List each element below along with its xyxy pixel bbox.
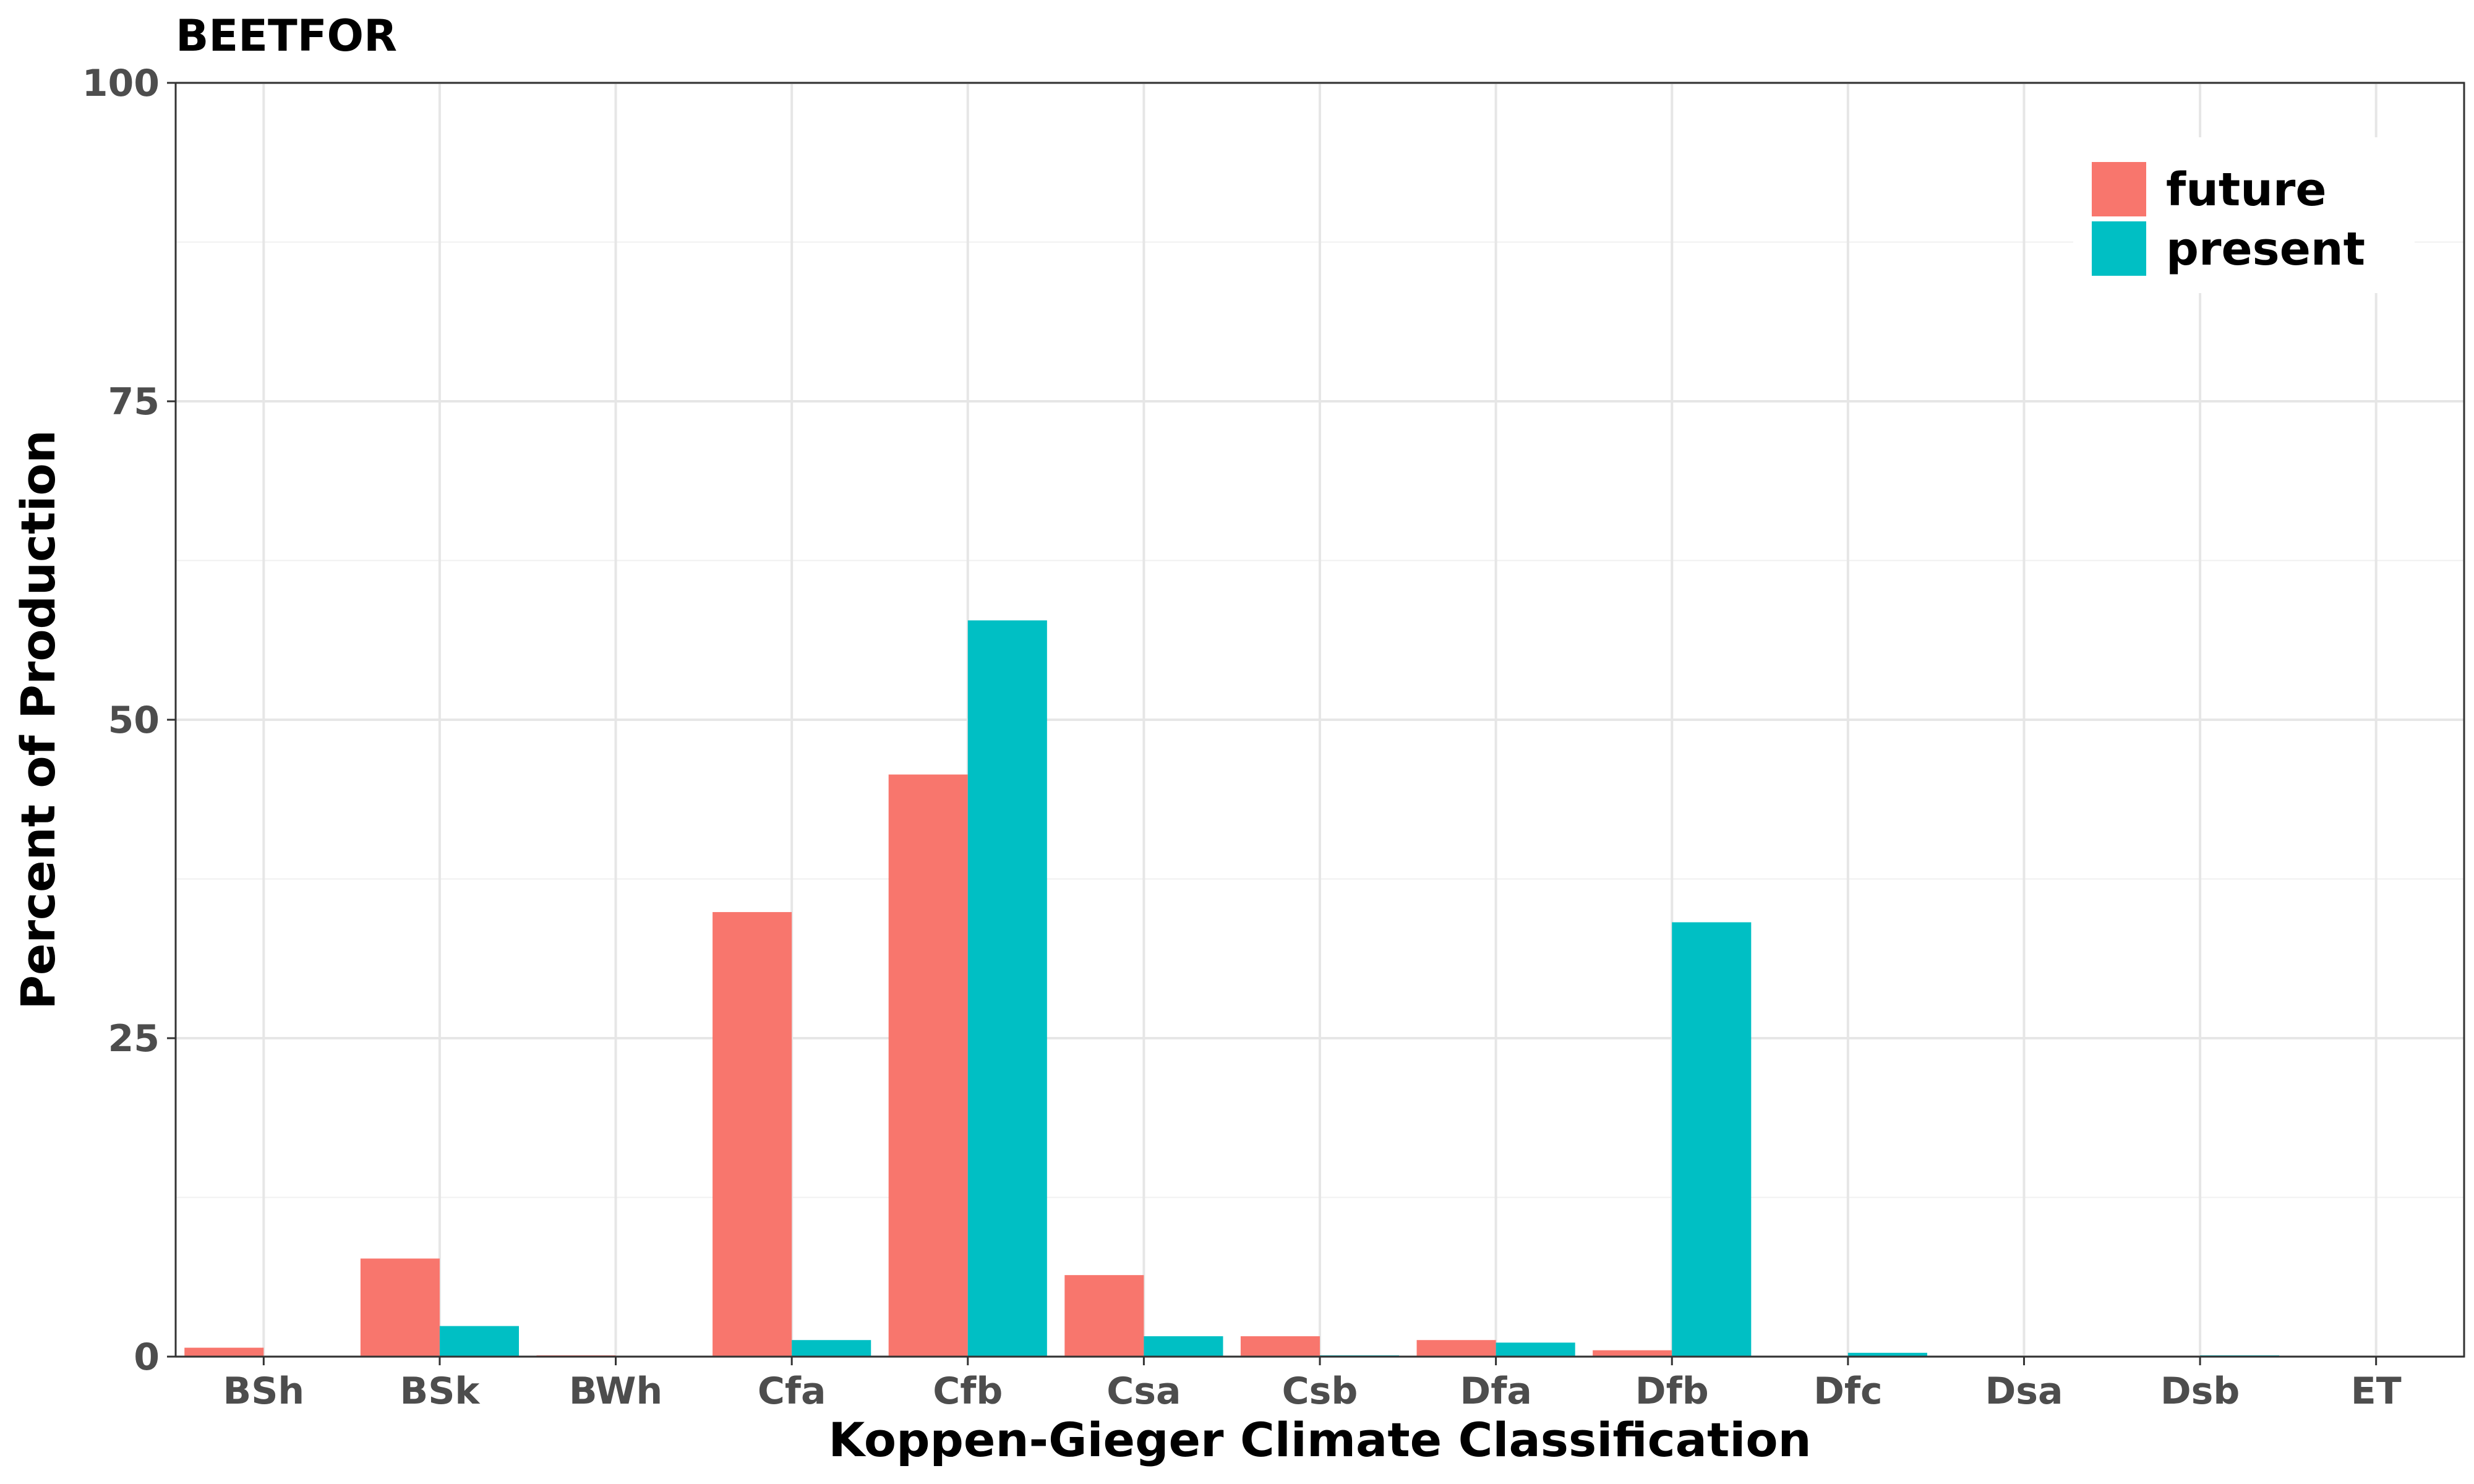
bar-future-bsk	[360, 1258, 440, 1357]
x-tick-label-bsk: BSk	[400, 1370, 481, 1413]
chart-title: BEETFOR	[176, 11, 397, 61]
bar-future-csb	[1240, 1336, 1320, 1357]
x-tick-label-dsb: Dsb	[2160, 1370, 2240, 1413]
x-axis: BSh BSk BWh Cfa Cfb Csa Csb Dfa Dfb Dfc Dsa Dsb ET	[223, 1357, 2402, 1413]
x-tick-label-et: ET	[2351, 1370, 2402, 1413]
bar-present-cfb	[967, 620, 1047, 1357]
bar-present-bsk	[439, 1326, 519, 1357]
x-tick-label-csa: Csa	[1106, 1370, 1181, 1413]
bar-present-dfb	[1672, 922, 1752, 1357]
x-tick-label-csb: Csb	[1282, 1370, 1358, 1413]
bar-future-cfa	[713, 912, 792, 1357]
x-tick-label-bsh: BSh	[223, 1370, 304, 1413]
y-tick-label: 75	[108, 380, 160, 424]
bar-present-cfa	[792, 1340, 871, 1357]
y-tick-label: 100	[82, 62, 160, 105]
x-tick-label-dfb: Dfb	[1635, 1370, 1709, 1413]
bar-present-dfc	[1847, 1352, 1927, 1357]
y-tick-label: 25	[108, 1017, 160, 1060]
x-axis-title: Koppen-Gieger Climate Classification	[828, 1412, 1811, 1467]
bar-present-csa	[1144, 1336, 1223, 1357]
y-axis: 0 25 50 75 100	[82, 62, 176, 1379]
bar-future-dfa	[1416, 1340, 1496, 1357]
bar-future-csa	[1064, 1275, 1144, 1357]
x-tick-label-cfb: Cfb	[933, 1370, 1003, 1413]
y-axis-title: Percent of Production	[11, 430, 66, 1010]
legend-key-future	[2092, 162, 2146, 216]
legend: future present	[2073, 137, 2415, 293]
x-tick-label-cfa: Cfa	[758, 1370, 826, 1413]
x-tick-label-dsa: Dsa	[1985, 1370, 2063, 1413]
y-tick-label: 50	[108, 699, 160, 742]
x-tick-label-dfc: Dfc	[1813, 1370, 1882, 1413]
bar-future-bsh	[184, 1347, 264, 1357]
x-tick-label-bwh: BWh	[569, 1370, 662, 1413]
bars	[184, 620, 2280, 1357]
bar-future-dfb	[1593, 1350, 1672, 1357]
legend-label-future: future	[2166, 163, 2327, 216]
y-tick-label: 0	[134, 1336, 160, 1379]
bar-future-cfb	[888, 774, 968, 1357]
bar-present-dfa	[1496, 1342, 1575, 1357]
x-tick-label-dfa: Dfa	[1460, 1370, 1531, 1413]
legend-label-present: present	[2166, 223, 2365, 276]
legend-key-present	[2092, 221, 2146, 276]
